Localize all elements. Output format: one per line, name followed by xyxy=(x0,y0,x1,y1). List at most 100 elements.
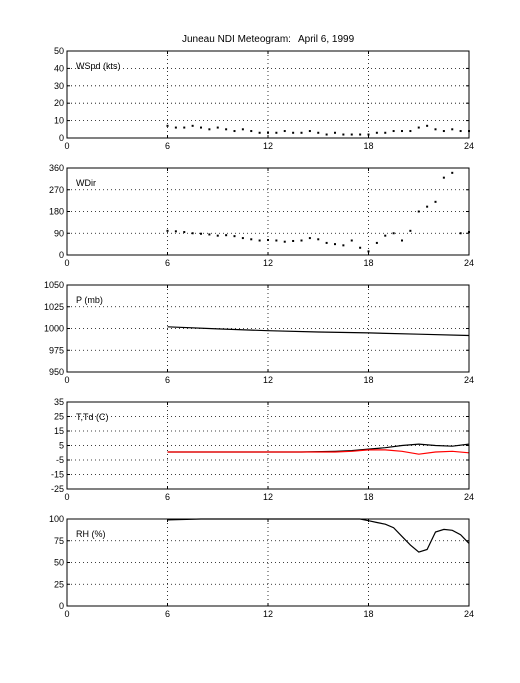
wdir-y-tick-label: 0 xyxy=(59,250,64,260)
wdir-point xyxy=(233,235,236,238)
wdir-point xyxy=(359,246,362,249)
temp-dew-y-tick-label: 25 xyxy=(54,412,64,422)
pressure-y-tick-label: 1050 xyxy=(44,280,64,290)
wdir-panel: 0 6 12 18 24 0 90 180 270 360 WDir xyxy=(49,163,474,268)
temp-dew-axes-frame xyxy=(66,401,470,490)
rh-axes-frame xyxy=(66,518,470,607)
pressure-y-tick-label: 950 xyxy=(49,367,64,377)
rh-x-tick-label: 6 xyxy=(165,609,170,619)
wspd-x-tick-label: 6 xyxy=(165,141,170,151)
wspd-point xyxy=(384,131,387,134)
wdir-axes-frame xyxy=(66,167,470,256)
wdir-point xyxy=(208,233,211,236)
figure-date: April 6, 1999 xyxy=(298,34,355,45)
wspd-y-tick-label: 20 xyxy=(54,98,64,108)
wdir-point xyxy=(317,238,320,241)
wspd-point xyxy=(367,133,370,136)
rh-y-tick-label: 0 xyxy=(59,601,64,611)
wdir-point xyxy=(283,240,286,243)
pressure-axes-frame xyxy=(66,284,470,373)
wdir-point xyxy=(250,238,253,241)
wspd-point xyxy=(166,124,169,127)
pressure-x-tick-label: 12 xyxy=(263,375,273,385)
wspd-point xyxy=(392,130,395,133)
temp-dew-x-tick-label: 18 xyxy=(363,492,373,502)
temp-dew-y-tick-label: -15 xyxy=(51,470,64,480)
wspd-point xyxy=(216,126,219,129)
wspd-point xyxy=(459,130,462,133)
wdir-point xyxy=(426,205,429,208)
wspd-point xyxy=(334,131,336,134)
rh-y-tick-label: 75 xyxy=(54,536,64,546)
wspd-point xyxy=(174,126,177,129)
wspd-point xyxy=(317,131,320,134)
wdir-point xyxy=(367,250,370,253)
wdir-point xyxy=(225,234,228,237)
temp-dew-y-tick-label: 15 xyxy=(54,426,64,436)
wspd-point xyxy=(350,133,353,136)
temp-dew-x-tick-label: 6 xyxy=(165,492,170,502)
wspd-point xyxy=(426,124,429,127)
wdir-point xyxy=(300,239,303,242)
wspd-point xyxy=(451,128,454,131)
wspd-point xyxy=(283,130,286,133)
pressure-x-tick-label: 24 xyxy=(464,375,474,385)
wdir-point xyxy=(183,231,186,234)
wdir-point xyxy=(166,229,169,232)
figure-title: Juneau NDI Meteogram: xyxy=(182,34,291,45)
wdir-point xyxy=(409,229,412,232)
wdir-panel-label: WDir xyxy=(76,178,96,188)
wdir-point xyxy=(434,200,437,203)
wdir-point xyxy=(442,176,445,179)
wspd-x-tick-label: 18 xyxy=(363,141,373,151)
rh-series-line-1 xyxy=(167,518,470,553)
wspd-point xyxy=(208,128,211,131)
wspd-point xyxy=(241,128,244,131)
wdir-x-tick-label: 24 xyxy=(464,258,474,268)
rh-x-tick-label: 18 xyxy=(363,609,373,619)
wspd-point xyxy=(409,130,412,133)
pressure-series-line-1 xyxy=(167,326,470,337)
wspd-point xyxy=(258,131,261,134)
wspd-point xyxy=(183,126,186,129)
wdir-y-tick-label: 270 xyxy=(49,185,64,195)
rh-panel: 0 6 12 18 24 0 25 50 75 100 RH (%) xyxy=(49,514,474,619)
wdir-point xyxy=(267,239,269,242)
temp-dew-y-tick-label: 5 xyxy=(59,441,64,451)
wdir-point xyxy=(292,239,295,242)
wspd-panel: 0 6 12 18 24 0 10 20 30 40 50 WSpd (kts) xyxy=(54,46,474,151)
wspd-point xyxy=(325,133,328,136)
wdir-x-tick-label: 6 xyxy=(165,258,170,268)
wdir-point xyxy=(241,237,244,240)
temp-dew-panel-label: T,Td (C) xyxy=(76,412,109,422)
wspd-point xyxy=(417,126,420,129)
wdir-point xyxy=(325,241,328,244)
wspd-point xyxy=(225,128,228,131)
wdir-point xyxy=(417,210,420,213)
wspd-y-tick-label: 50 xyxy=(54,46,64,56)
wdir-point xyxy=(401,239,403,242)
temp-dew-x-tick-label: 0 xyxy=(64,492,69,502)
wdir-point xyxy=(375,241,378,244)
wdir-y-tick-label: 90 xyxy=(54,228,64,238)
wdir-point xyxy=(200,232,202,235)
rh-x-tick-label: 0 xyxy=(64,609,69,619)
wspd-point xyxy=(267,131,269,134)
temp-dew-x-tick-label: 24 xyxy=(464,492,474,502)
wdir-point xyxy=(308,237,311,240)
wspd-point xyxy=(191,124,194,127)
wspd-axes-frame xyxy=(66,50,470,139)
pressure-x-tick-label: 18 xyxy=(363,375,373,385)
wdir-point xyxy=(392,232,395,235)
wdir-x-tick-label: 18 xyxy=(363,258,373,268)
temp-dew-panel: 0 6 12 18 24 -25 -15 -5 5 15 25 35 T,Td (C) xyxy=(51,397,474,502)
wdir-point xyxy=(342,244,345,247)
wdir-point xyxy=(350,239,353,242)
pressure-panel: 0 6 12 18 24 950 975 1000 1025 1050 P (mb) xyxy=(44,280,474,385)
wspd-point xyxy=(434,128,437,131)
pressure-x-tick-label: 6 xyxy=(165,375,170,385)
wdir-x-tick-label: 12 xyxy=(263,258,273,268)
wdir-point xyxy=(191,232,194,235)
wspd-point xyxy=(375,131,378,134)
wspd-point xyxy=(442,130,445,133)
